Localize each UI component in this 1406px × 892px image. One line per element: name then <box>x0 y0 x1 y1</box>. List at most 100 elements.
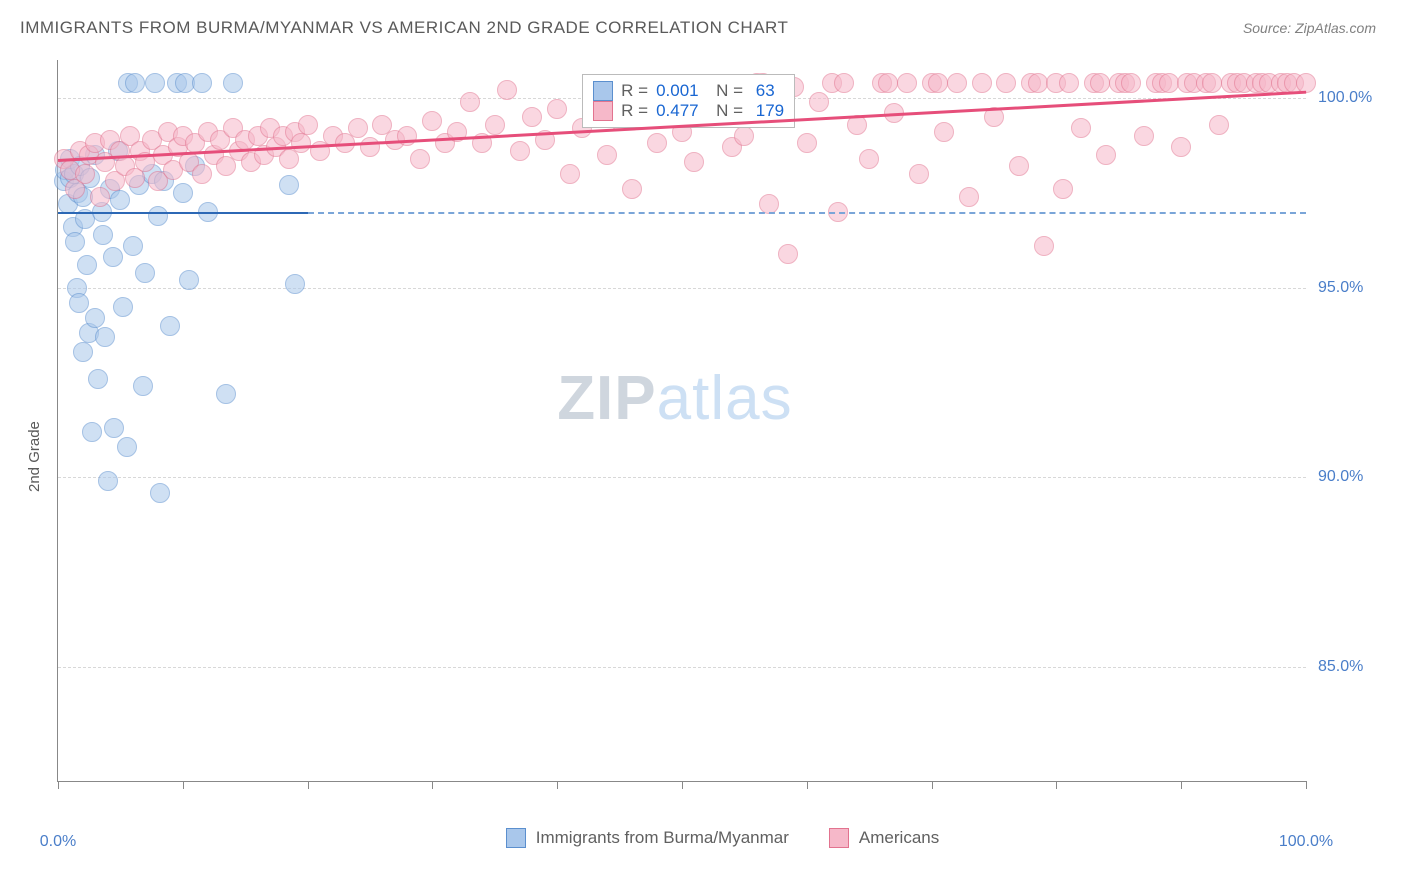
data-point <box>104 418 124 438</box>
legend-item: Americans <box>829 828 939 848</box>
data-point <box>88 369 108 389</box>
y-axis-label: 2nd Grade <box>20 52 49 862</box>
data-point <box>65 232 85 252</box>
legend-label: Immigrants from Burma/Myanmar <box>536 828 789 848</box>
data-point <box>192 73 212 93</box>
data-point <box>1090 73 1110 93</box>
x-tick <box>308 781 309 789</box>
data-point <box>597 145 617 165</box>
data-point <box>123 236 143 256</box>
data-point <box>298 115 318 135</box>
x-tick <box>557 781 558 789</box>
data-point <box>148 206 168 226</box>
data-point <box>117 437 137 457</box>
data-point <box>547 99 567 119</box>
data-point <box>797 133 817 153</box>
data-point <box>216 384 236 404</box>
y-tick-label: 100.0% <box>1318 89 1388 107</box>
x-tick <box>1056 781 1057 789</box>
watermark: ZIPatlas <box>557 363 792 434</box>
data-point <box>497 80 517 100</box>
data-point <box>422 111 442 131</box>
stat-n-value: 63 <box>751 81 775 101</box>
data-point <box>1296 73 1316 93</box>
data-point <box>1202 73 1222 93</box>
data-point <box>1209 115 1229 135</box>
source-attribution: Source: ZipAtlas.com <box>1243 20 1376 36</box>
data-point <box>192 164 212 184</box>
gridline-h <box>58 667 1306 668</box>
data-point <box>647 133 667 153</box>
data-point <box>909 164 929 184</box>
chart-title: IMMIGRANTS FROM BURMA/MYANMAR VS AMERICA… <box>20 18 788 38</box>
data-point <box>859 149 879 169</box>
data-point <box>125 73 145 93</box>
x-tick <box>183 781 184 789</box>
data-point <box>75 164 95 184</box>
data-point <box>95 327 115 347</box>
data-point <box>809 92 829 112</box>
stat-label: N = <box>707 101 743 121</box>
x-tick <box>932 781 933 789</box>
x-tick <box>682 781 683 789</box>
plot-box: ZIPatlas 85.0%90.0%95.0%100.0%0.0%100.0%… <box>49 52 1396 862</box>
data-point <box>173 183 193 203</box>
data-point <box>522 107 542 127</box>
data-point <box>110 190 130 210</box>
data-point <box>1028 73 1048 93</box>
x-tick <box>1306 781 1307 789</box>
data-point <box>113 297 133 317</box>
legend-item: Immigrants from Burma/Myanmar <box>506 828 789 848</box>
data-point <box>133 376 153 396</box>
data-point <box>1053 179 1073 199</box>
data-point <box>928 73 948 93</box>
data-point <box>348 118 368 138</box>
gridline-h <box>58 288 1306 289</box>
data-point <box>1071 118 1091 138</box>
data-point <box>996 73 1016 93</box>
data-point <box>510 141 530 161</box>
bottom-legend: Immigrants from Burma/Myanmar Americans <box>49 828 1396 848</box>
watermark-zip: ZIP <box>557 364 656 433</box>
legend-swatch <box>593 81 613 101</box>
y-tick-label: 95.0% <box>1318 279 1388 297</box>
data-point <box>622 179 642 199</box>
data-point <box>90 187 110 207</box>
data-point <box>684 152 704 172</box>
y-tick-label: 85.0% <box>1318 658 1388 676</box>
data-point <box>778 244 798 264</box>
data-point <box>150 483 170 503</box>
data-point <box>734 126 754 146</box>
data-point <box>98 471 118 491</box>
stat-r-value: 0.001 <box>656 81 699 101</box>
data-point <box>972 73 992 93</box>
stat-label: R = <box>621 101 648 121</box>
data-point <box>834 73 854 93</box>
x-tick <box>1181 781 1182 789</box>
data-point <box>69 293 89 313</box>
legend-swatch <box>593 101 613 121</box>
x-tick <box>432 781 433 789</box>
y-tick-label: 90.0% <box>1318 468 1388 486</box>
data-point <box>947 73 967 93</box>
stats-legend-row: R = 0.001 N = 63 <box>593 81 784 101</box>
data-point <box>77 255 97 275</box>
legend-label: Americans <box>859 828 939 848</box>
data-point <box>934 122 954 142</box>
watermark-atlas: atlas <box>657 364 793 433</box>
data-point <box>959 187 979 207</box>
gridline-h <box>58 477 1306 478</box>
data-point <box>1121 73 1141 93</box>
stats-legend-row: R = 0.477 N = 179 <box>593 101 784 121</box>
x-tick <box>807 781 808 789</box>
legend-swatch <box>506 828 526 848</box>
data-point <box>1134 126 1154 146</box>
data-point <box>160 316 180 336</box>
trend-line <box>308 212 1306 214</box>
data-point <box>410 149 430 169</box>
data-point <box>73 342 93 362</box>
data-point <box>285 274 305 294</box>
data-point <box>1159 73 1179 93</box>
trend-line <box>58 212 308 215</box>
data-point <box>360 137 380 157</box>
